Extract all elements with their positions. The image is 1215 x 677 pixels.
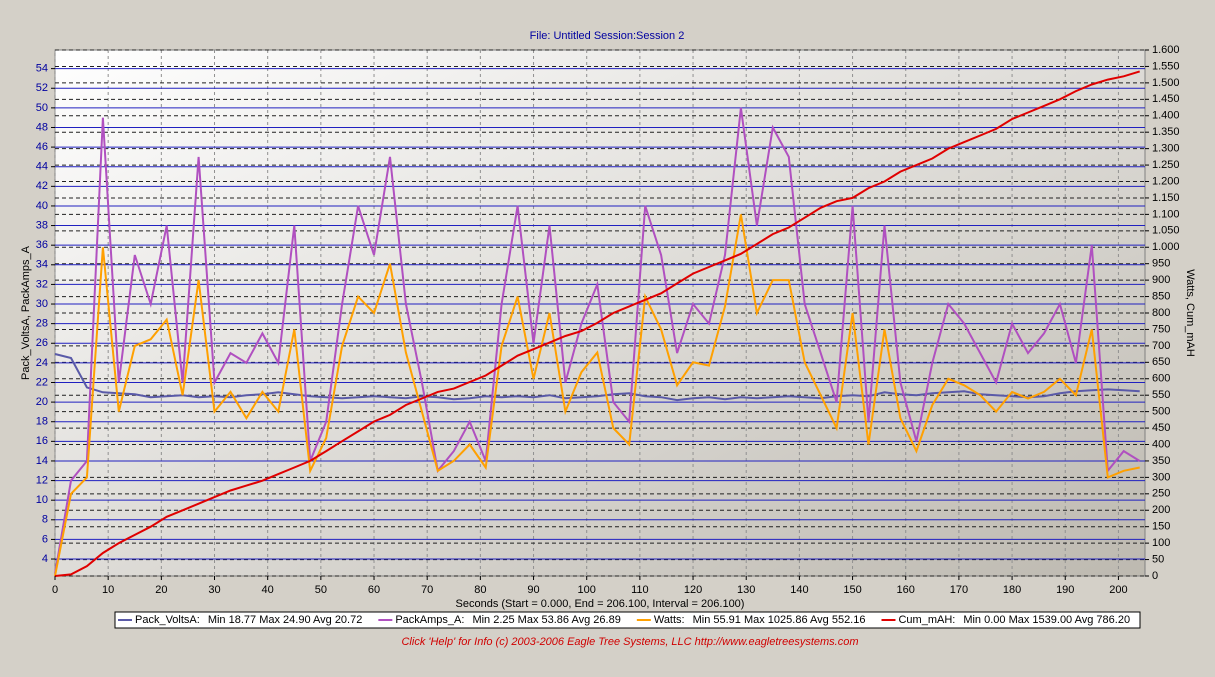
- legend: [114, 611, 1141, 629]
- legend-stats: Min 2.25 Max 53.86 Avg 26.89: [472, 614, 620, 626]
- x-tick-label: 80: [474, 584, 486, 596]
- y2-axis-label: Watts, Cum_mAH: [1184, 269, 1196, 357]
- x-tick-label: 0: [52, 584, 58, 596]
- y-tick-label: 28: [36, 318, 48, 330]
- legend-name: Watts:: [654, 614, 685, 626]
- y2-tick-label: 1.000: [1152, 241, 1180, 253]
- y-tick-label: 30: [36, 298, 48, 310]
- y2-tick-label: 400: [1152, 438, 1170, 450]
- x-tick-label: 90: [527, 584, 539, 596]
- y-tick-label: 48: [36, 121, 48, 133]
- x-tick-label: 60: [368, 584, 380, 596]
- series-line: [54, 353, 1140, 402]
- y-tick-label: 34: [36, 259, 48, 271]
- x-tick-label: 70: [421, 584, 433, 596]
- x-tick-label: 10: [102, 584, 114, 596]
- y-tick-label: 38: [36, 219, 48, 231]
- y2-tick-label: 1.400: [1152, 110, 1180, 122]
- y2-tick-label: 1.200: [1152, 175, 1180, 187]
- y2-tick-label: 1.150: [1152, 192, 1180, 204]
- x-tick-label: 170: [950, 584, 968, 596]
- x-tick-label: 110: [631, 584, 649, 596]
- y2-tick-label: 500: [1152, 406, 1170, 418]
- y-tick-label: 54: [36, 63, 48, 75]
- y2-tick-label: 1.300: [1152, 143, 1180, 155]
- y2-tick-label: 600: [1152, 373, 1170, 385]
- y-tick-label: 20: [36, 396, 48, 408]
- y-axis-label: Pack_VoltsA, PackAmps_A: [20, 245, 32, 380]
- y2-tick-label: 950: [1152, 258, 1170, 270]
- chart-title: File: Untitled Session:Session 2: [530, 30, 685, 42]
- series-line: [54, 70, 1140, 577]
- y-tick-label: 14: [36, 455, 48, 467]
- legend-name: Cum_mAH:: [898, 614, 955, 626]
- x-tick-label: 190: [1056, 584, 1074, 596]
- y-tick-label: 8: [42, 514, 48, 526]
- y2-tick-label: 1.600: [1152, 44, 1180, 56]
- x-tick-label: 30: [208, 584, 220, 596]
- y2-tick-label: 200: [1152, 504, 1170, 516]
- x-tick-label: 180: [1003, 584, 1021, 596]
- y2-tick-label: 900: [1152, 274, 1170, 286]
- y2-tick-label: 1.350: [1152, 126, 1180, 138]
- y2-tick-label: 1.500: [1152, 77, 1180, 89]
- y-tick-label: 12: [36, 474, 48, 486]
- y2-tick-label: 100: [1152, 537, 1170, 549]
- x-tick-label: 20: [155, 584, 167, 596]
- y2-tick-label: 150: [1152, 521, 1170, 533]
- y-tick-label: 24: [36, 357, 48, 369]
- y2-tick-label: 1.250: [1152, 159, 1180, 171]
- y-tick-label: 52: [36, 82, 48, 94]
- y-tick-label: 42: [36, 180, 48, 192]
- y-tick-label: 50: [36, 102, 48, 114]
- y-tick-label: 4: [42, 553, 48, 565]
- legend-name: Pack_VoltsA:: [135, 614, 200, 626]
- y-tick-label: 16: [36, 435, 48, 447]
- x-tick-label: 200: [1109, 584, 1127, 596]
- y2-tick-label: 1.050: [1152, 225, 1180, 237]
- y2-tick-label: 0: [1152, 570, 1158, 582]
- x-tick-label: 120: [684, 584, 702, 596]
- x-tick-label: 100: [578, 584, 596, 596]
- y-tick-label: 36: [36, 239, 48, 251]
- y2-tick-label: 50: [1152, 553, 1164, 565]
- y-tick-label: 10: [36, 494, 48, 506]
- legend-stats: Min 18.77 Max 24.90 Avg 20.72: [208, 614, 363, 626]
- y-tick-label: 6: [42, 533, 48, 545]
- x-tick-label: 140: [790, 584, 808, 596]
- y2-tick-label: 250: [1152, 488, 1170, 500]
- x-tick-label: 130: [737, 584, 755, 596]
- y-tick-label: 44: [36, 161, 48, 173]
- legend-stats: Min 55.91 Max 1025.86 Avg 552.16: [693, 614, 866, 626]
- y-tick-label: 46: [36, 141, 48, 153]
- x-tick-label: 40: [262, 584, 274, 596]
- legend-stats: Min 0.00 Max 1539.00 Avg 786.20: [963, 614, 1130, 626]
- y2-tick-label: 650: [1152, 356, 1170, 368]
- y2-tick-label: 450: [1152, 422, 1170, 434]
- y2-tick-label: 300: [1152, 471, 1170, 483]
- legend-name: PackAmps_A:: [395, 614, 464, 626]
- x-tick-label: 160: [897, 584, 915, 596]
- y-tick-label: 40: [36, 200, 48, 212]
- y2-tick-label: 850: [1152, 290, 1170, 302]
- y2-tick-label: 1.450: [1152, 93, 1180, 105]
- x-tick-label: 150: [843, 584, 861, 596]
- y2-tick-label: 350: [1152, 455, 1170, 467]
- x-tick-label: 50: [315, 584, 327, 596]
- series-line: [54, 214, 1140, 577]
- y2-tick-label: 1.550: [1152, 60, 1180, 72]
- y2-tick-label: 550: [1152, 389, 1170, 401]
- y-tick-label: 18: [36, 416, 48, 428]
- y2-tick-label: 750: [1152, 323, 1170, 335]
- y-tick-label: 22: [36, 376, 48, 388]
- y2-tick-label: 800: [1152, 307, 1170, 319]
- footer: Click 'Help' for Info (c) 2003-2006 Eagl…: [401, 636, 858, 648]
- series-line: [54, 107, 1141, 574]
- y-tick-label: 32: [36, 278, 48, 290]
- y2-tick-label: 700: [1152, 340, 1170, 352]
- y2-tick-label: 1.100: [1152, 208, 1180, 220]
- x-axis-label: Seconds (Start = 0.000, End = 206.100, I…: [456, 598, 745, 610]
- y-tick-label: 26: [36, 337, 48, 349]
